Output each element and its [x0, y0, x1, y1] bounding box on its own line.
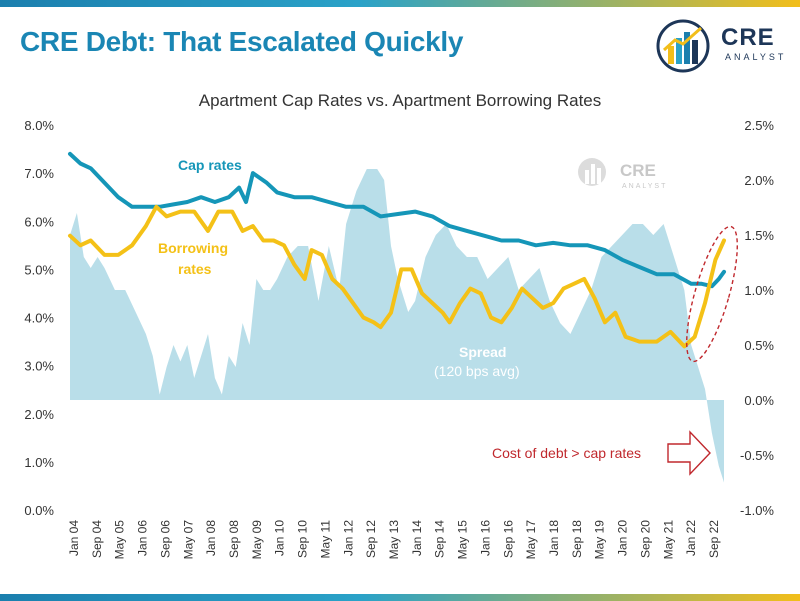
x-tick-label: Sep 20 [638, 520, 652, 558]
bottom-accent-bar [0, 594, 800, 601]
logo-emblem-icon [656, 19, 710, 73]
watermark-word: CRE [620, 161, 656, 180]
x-tick-label: Sep 04 [90, 520, 104, 558]
brand-logo: CRE ANALYST [655, 18, 785, 74]
y-left-tick: 8.0% [24, 118, 54, 133]
y-left-tick: 3.0% [24, 359, 54, 374]
x-tick-label: May 19 [593, 520, 607, 560]
y-left-tick: 7.0% [24, 166, 54, 181]
y-left-tick: 1.0% [24, 455, 54, 470]
chart-title: Apartment Cap Rates vs. Apartment Borrow… [198, 91, 602, 110]
borrowing-label-line2: rates [178, 261, 212, 277]
y-left-tick: 2.0% [24, 407, 54, 422]
logo-sub: ANALYST [725, 52, 787, 62]
x-tick-label: Sep 22 [707, 520, 721, 558]
watermark-sub: ANALYST [622, 183, 667, 190]
y-right-tick: -0.5% [740, 448, 774, 463]
x-tick-label: Jan 16 [478, 520, 492, 556]
x-tick-label: Sep 08 [227, 520, 241, 558]
top-accent-bar [0, 0, 800, 7]
x-tick-label: Sep 10 [296, 520, 310, 558]
page-title: CRE Debt: That Escalated Quickly [20, 26, 464, 57]
x-tick-label: May 09 [250, 520, 264, 560]
cap-rates-line [68, 151, 726, 289]
y-left-tick: 6.0% [24, 214, 54, 229]
y-right-tick: 1.0% [744, 283, 774, 298]
x-tick-label: Jan 20 [616, 520, 630, 556]
x-tick-label: Sep 06 [158, 520, 172, 558]
y-left-tick: 5.0% [24, 262, 54, 277]
x-tick-label: May 15 [456, 520, 470, 560]
x-tick-label: Jan 08 [204, 520, 218, 556]
x-tick-label: May 07 [181, 520, 195, 560]
x-tick-label: May 17 [524, 520, 538, 560]
borrowing-label-line1: Borrowing [158, 240, 228, 256]
x-tick-label: Jan 22 [684, 520, 698, 556]
y-right-tick: 0.0% [744, 393, 774, 408]
logo-word: CRE [721, 24, 775, 51]
x-tick-label: Sep 12 [364, 520, 378, 558]
x-tick-label: May 05 [113, 520, 127, 560]
y-right-tick: 2.5% [744, 118, 774, 133]
x-tick-label: Jan 04 [67, 520, 81, 556]
x-tick-label: May 13 [387, 520, 401, 560]
borrowing-rates-line [68, 204, 726, 349]
spread-area [70, 169, 724, 483]
x-tick-label: May 11 [318, 520, 332, 559]
x-tick-label: Sep 14 [433, 520, 447, 558]
y-right-tick: 0.5% [744, 338, 774, 353]
highlight-ellipse [686, 225, 738, 363]
x-tick-label: Sep 18 [570, 520, 584, 558]
x-tick-label: Jan 10 [273, 520, 287, 556]
x-tick-label: Jan 18 [547, 520, 561, 556]
watermark: CRE ANALYST [578, 158, 667, 190]
x-tick-label: Jan 14 [410, 520, 424, 556]
x-tick-label: May 21 [661, 520, 675, 560]
y-right-tick: 2.0% [744, 173, 774, 188]
callout-text: Cost of debt > cap rates [492, 445, 641, 461]
y-right-tick: -1.0% [740, 503, 774, 518]
spread-label: Spread [459, 344, 506, 360]
y-left-tick: 4.0% [24, 311, 54, 326]
y-left-tick: 0.0% [24, 503, 54, 518]
x-tick-label: Jan 12 [341, 520, 355, 556]
y-right-tick: 1.5% [744, 228, 774, 243]
cap-rates-label: Cap rates [178, 157, 242, 173]
callout-arrow-icon [667, 430, 711, 476]
x-tick-label: Sep 16 [501, 520, 515, 558]
spread-sublabel: (120 bps avg) [434, 363, 520, 379]
x-tick-label: Jan 06 [136, 520, 150, 556]
